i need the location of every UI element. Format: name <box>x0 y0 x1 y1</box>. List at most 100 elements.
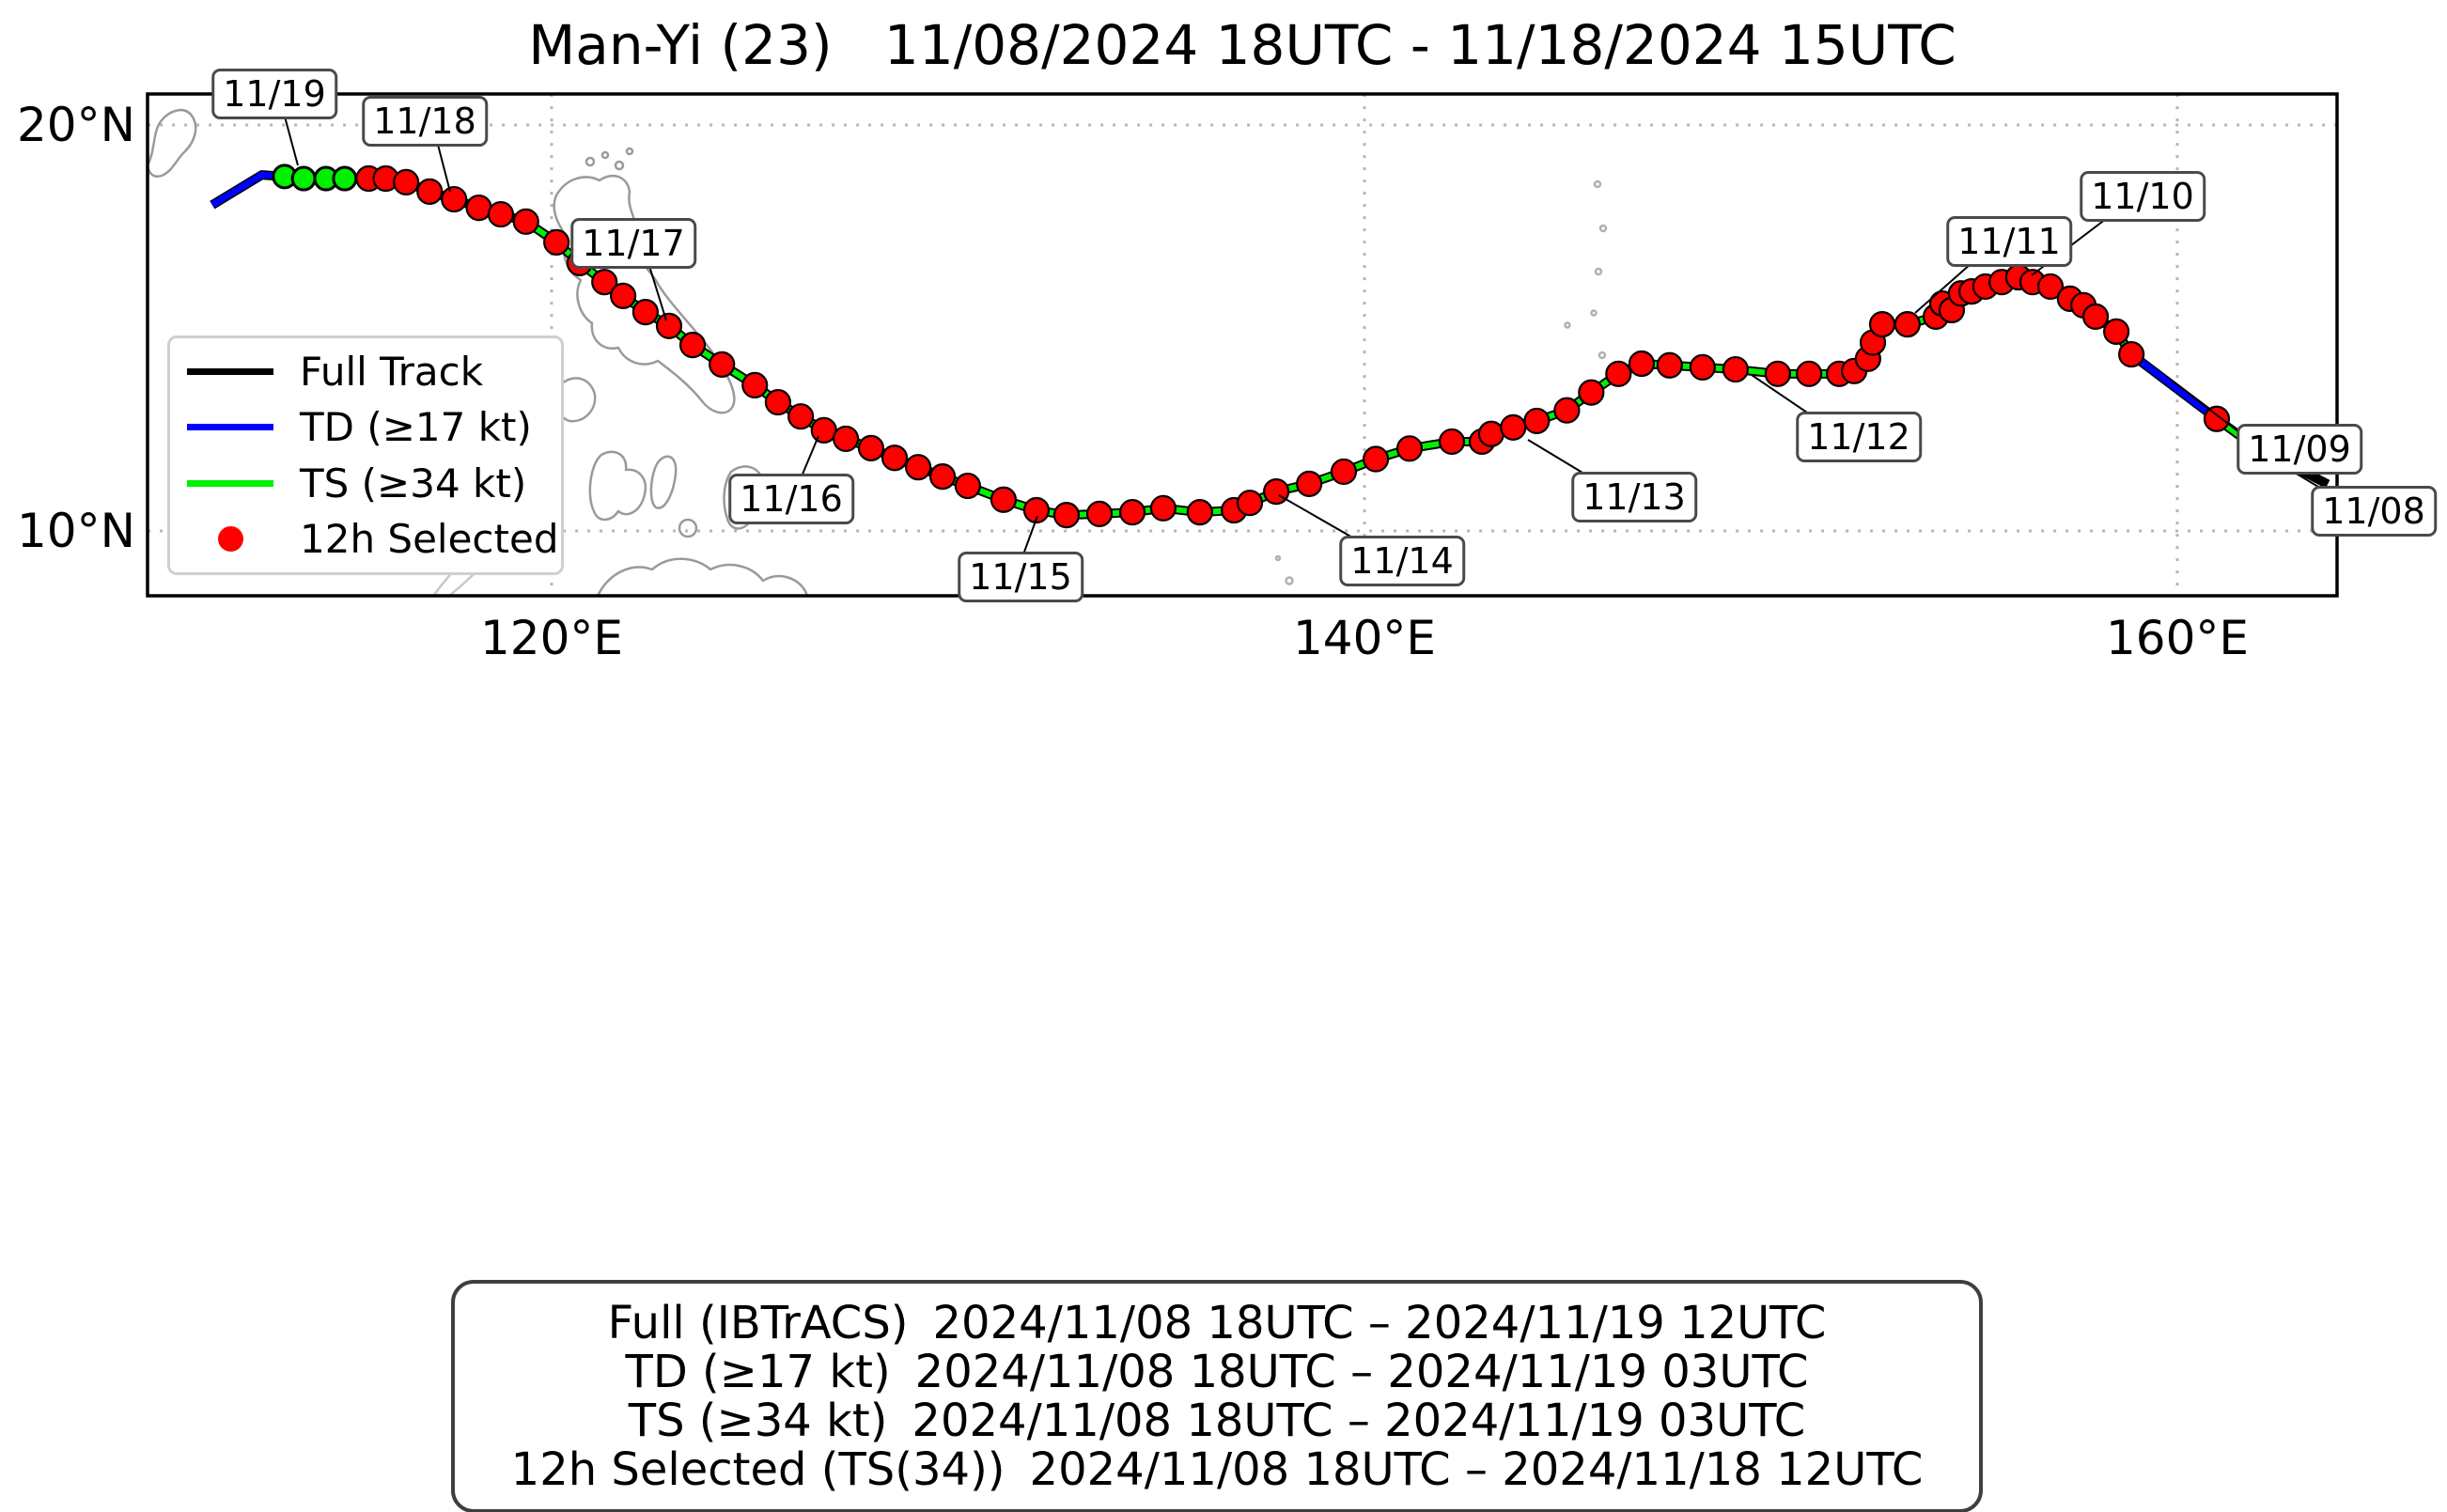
coastline-islet <box>627 148 632 154</box>
date-label-11-18: 11/18 <box>362 96 488 147</box>
info-range: 2024/11/08 18UTC – 2024/11/19 03UTC <box>915 1348 1809 1396</box>
info-range: 2024/11/08 18UTC – 2024/11/18 12UTC <box>1030 1445 1924 1494</box>
selected-point-marker <box>930 464 955 489</box>
info-range: 2024/11/08 18UTC – 2024/11/19 03UTC <box>912 1396 1805 1445</box>
td-line-swatch <box>187 424 273 430</box>
date-label-11-10: 11/10 <box>2080 171 2205 222</box>
info-label: TS (≥34 kt) <box>629 1396 888 1445</box>
selected-point-marker <box>1087 502 1112 526</box>
info-row-12h-selected: 12h Selected (TS(34)) 2024/11/08 18UTC –… <box>464 1445 1970 1494</box>
selected-point-marker <box>1691 355 1715 380</box>
coastline-luzon <box>554 176 735 413</box>
selected-point-marker <box>544 230 569 255</box>
selected-point-marker <box>882 445 907 470</box>
legend: Full Track TD (≥17 kt) TS (≥34 kt) 12h S… <box>167 335 564 575</box>
selected-point-marker <box>1501 415 1525 440</box>
td-track-line-east <box>2131 354 2212 415</box>
coastline-bohol <box>679 520 696 537</box>
date-label-11-11: 11/11 <box>1946 216 2072 267</box>
coastline-palau <box>1276 556 1293 585</box>
ts-point-marker <box>334 167 356 190</box>
info-row-ts: TS (≥34 kt) 2024/11/08 18UTC – 2024/11/1… <box>464 1396 1970 1445</box>
selected-point-marker <box>788 404 813 429</box>
selected-point-marker <box>633 300 658 324</box>
selected-point-marker <box>417 179 442 204</box>
x-tick-120e: 120°E <box>439 611 664 665</box>
selected-point-marker <box>991 488 1016 512</box>
date-label-11-14: 11/14 <box>1339 536 1465 586</box>
selected-point-marker <box>1297 472 1321 496</box>
info-label: Full (IBTrACS) <box>608 1299 909 1348</box>
date-label-11-15: 11/15 <box>958 552 1083 602</box>
legend-label: TD (≥17 kt) <box>300 404 532 450</box>
selected-point-marker <box>766 390 790 414</box>
info-range: 2024/11/08 18UTC – 2024/11/19 12UTC <box>933 1299 1827 1348</box>
info-label: TD (≥17 kt) <box>626 1348 891 1396</box>
selected-point-marker <box>956 474 980 498</box>
selected-point-marker <box>1524 409 1549 433</box>
legend-label: TS (≥34 kt) <box>300 460 526 507</box>
selected-point-marker <box>2119 342 2143 366</box>
selected-point-marker <box>1054 503 1079 527</box>
selected-point-marker <box>1870 312 1894 336</box>
selected-point-marker <box>1120 500 1145 524</box>
selected-point-marker <box>2205 407 2229 431</box>
y-tick-10n: 10°N <box>17 504 130 558</box>
legend-item-12h-selected: 12h Selected <box>170 512 561 565</box>
coastline-islet <box>602 152 608 158</box>
selected-point-marker <box>467 195 491 220</box>
coastline-mindanao <box>598 559 807 596</box>
selected-point-marker <box>1797 362 1821 386</box>
selected-point-marker <box>1766 362 1790 386</box>
leader-line-11/13 <box>1528 440 1587 475</box>
selected-point-marker <box>657 314 681 338</box>
leader-line-11/16 <box>802 436 818 476</box>
selected-point-marker <box>1332 460 1356 484</box>
date-label-11-17: 11/17 <box>570 218 696 269</box>
selected-point-marker <box>514 210 538 234</box>
date-label-11-19: 11/19 <box>211 69 337 119</box>
selected-point-marker <box>394 170 418 195</box>
coastline-marianas <box>1566 181 1607 358</box>
figure: Man-Yi (23) 11/08/2024 18UTC - 11/18/202… <box>0 0 2447 1512</box>
selected-point-marker <box>859 436 883 460</box>
legend-label: 12h Selected <box>300 516 558 562</box>
selected-point-marker <box>2083 304 2108 329</box>
selected-point-marker <box>812 418 836 443</box>
date-label-11-16: 11/16 <box>728 474 854 524</box>
selected-point-marker <box>1479 422 1504 446</box>
selected-point-marker <box>680 333 705 357</box>
leader-line-11/14 <box>1279 495 1354 538</box>
info-label: 12h Selected (TS(34)) <box>511 1445 1005 1494</box>
legend-item-td: TD (≥17 kt) <box>170 401 561 454</box>
coastline-islet <box>586 158 594 165</box>
selected-point-marker <box>1264 479 1288 504</box>
selected-point-marker <box>1151 496 1176 521</box>
track-period-info-box: Full (IBTrACS) 2024/11/08 18UTC – 2024/1… <box>451 1280 1983 1512</box>
legend-item-ts: TS (≥34 kt) <box>170 457 561 509</box>
selected-point-marker <box>1397 436 1422 460</box>
coastline-panay-negros <box>590 452 646 520</box>
ts-point-marker <box>292 167 315 190</box>
info-row-full: Full (IBTrACS) 2024/11/08 18UTC – 2024/1… <box>464 1299 1970 1348</box>
selected-point-marker <box>1606 362 1630 386</box>
selected-point-marker <box>1554 398 1579 423</box>
selected-point-marker <box>1364 447 1388 472</box>
selected-point-marker <box>442 187 466 211</box>
selected-point-marker <box>742 373 767 397</box>
date-label-11-09: 11/09 <box>2237 424 2362 475</box>
selected-point-marker <box>1440 429 1464 454</box>
selected-point-marker <box>1723 357 1748 382</box>
selected-point-marker <box>906 455 930 479</box>
info-row-td: TD (≥17 kt) 2024/11/08 18UTC – 2024/11/1… <box>464 1348 1970 1396</box>
selected-point-marker <box>1629 351 1654 376</box>
x-tick-140e: 140°E <box>1252 611 1477 665</box>
selected-point-marker <box>611 284 635 308</box>
legend-item-full-track: Full Track <box>170 346 561 398</box>
selected-point-marker <box>1658 353 1682 378</box>
selected-point-marker <box>1579 381 1603 405</box>
full-track-line-swatch <box>187 368 273 375</box>
date-label-11-12: 11/12 <box>1796 412 1922 462</box>
date-label-11-13: 11/13 <box>1571 472 1697 522</box>
coastline-islet <box>616 162 623 169</box>
